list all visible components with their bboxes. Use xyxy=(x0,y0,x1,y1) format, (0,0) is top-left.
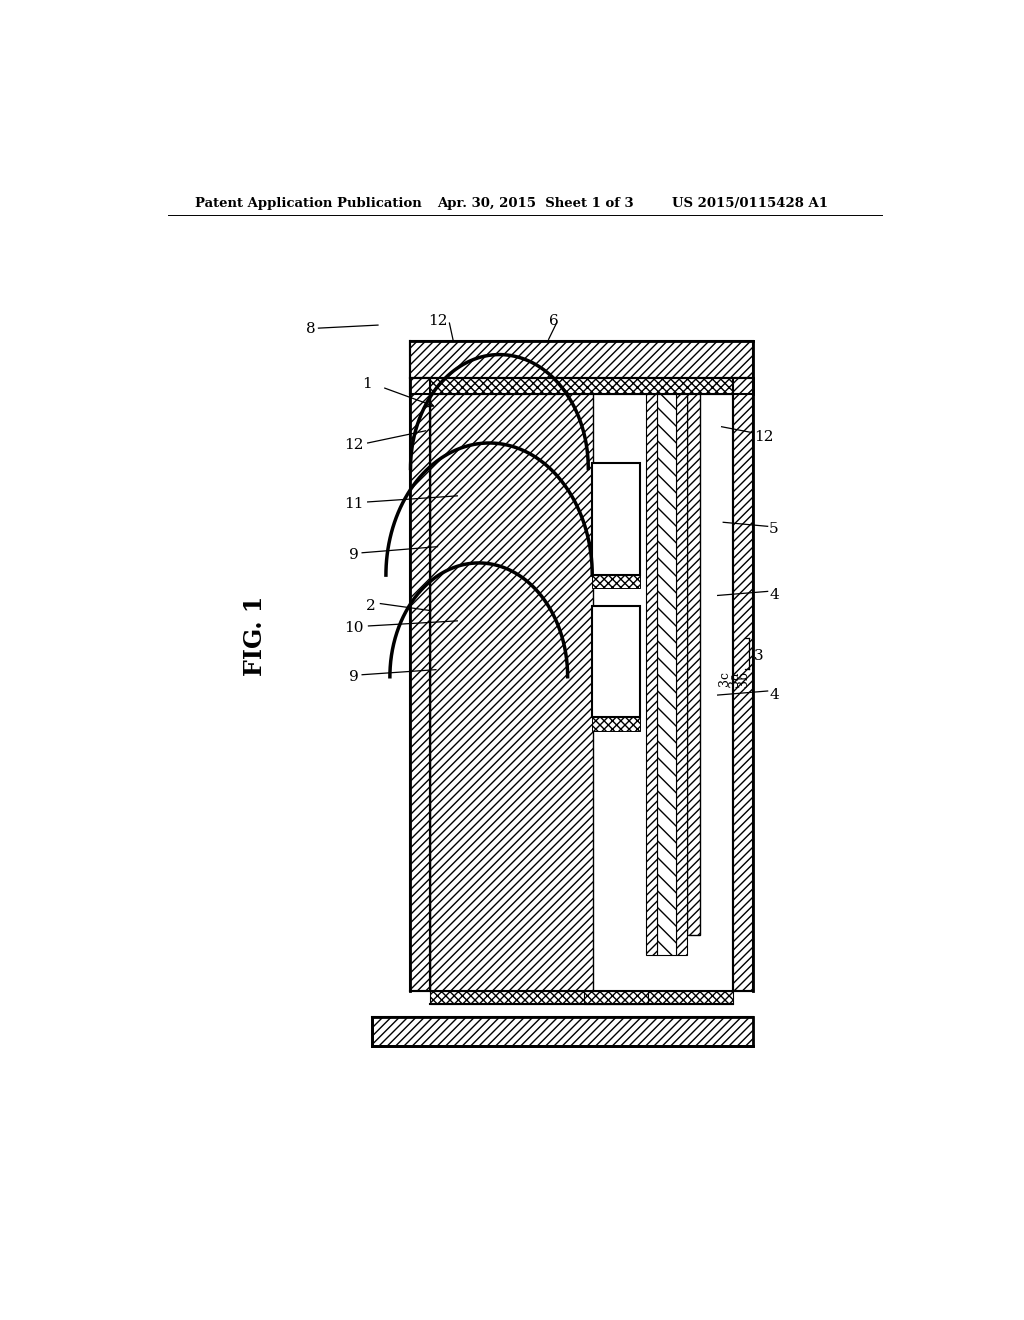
Text: 6: 6 xyxy=(549,314,558,329)
Text: 12: 12 xyxy=(754,430,774,444)
Bar xyxy=(593,576,640,589)
Text: 12: 12 xyxy=(428,314,447,329)
Text: 5: 5 xyxy=(769,523,779,536)
Text: Apr. 30, 2015  Sheet 1 of 3: Apr. 30, 2015 Sheet 1 of 3 xyxy=(437,197,634,210)
Bar xyxy=(593,463,640,576)
Text: 4: 4 xyxy=(769,688,779,702)
Bar xyxy=(593,718,640,731)
Bar xyxy=(585,991,648,1005)
Bar xyxy=(657,368,676,956)
Text: 4: 4 xyxy=(769,589,779,602)
Text: 11: 11 xyxy=(344,496,364,511)
Text: FIG. 1: FIG. 1 xyxy=(243,597,267,676)
Bar xyxy=(430,379,733,395)
Bar xyxy=(410,379,430,991)
Text: 1: 1 xyxy=(362,378,372,391)
Bar xyxy=(733,379,754,991)
Text: Patent Application Publication: Patent Application Publication xyxy=(196,197,422,210)
Text: US 2015/0115428 A1: US 2015/0115428 A1 xyxy=(672,197,827,210)
Bar xyxy=(646,368,657,956)
Bar xyxy=(430,991,733,1005)
Bar xyxy=(410,342,754,379)
Bar xyxy=(430,368,593,991)
Text: 8: 8 xyxy=(306,322,315,337)
Bar xyxy=(687,368,699,935)
Text: 3a: 3a xyxy=(728,671,741,686)
Text: 12: 12 xyxy=(344,438,364,451)
Text: 9: 9 xyxy=(348,548,358,562)
Text: 9: 9 xyxy=(348,669,358,684)
Bar xyxy=(372,1018,754,1045)
Bar xyxy=(676,368,687,956)
Text: 10: 10 xyxy=(344,620,364,635)
Text: 3: 3 xyxy=(754,649,764,664)
Text: 3b: 3b xyxy=(736,671,750,686)
Text: 3c: 3c xyxy=(719,672,731,686)
Text: 2: 2 xyxy=(367,598,376,612)
Bar xyxy=(593,606,640,718)
